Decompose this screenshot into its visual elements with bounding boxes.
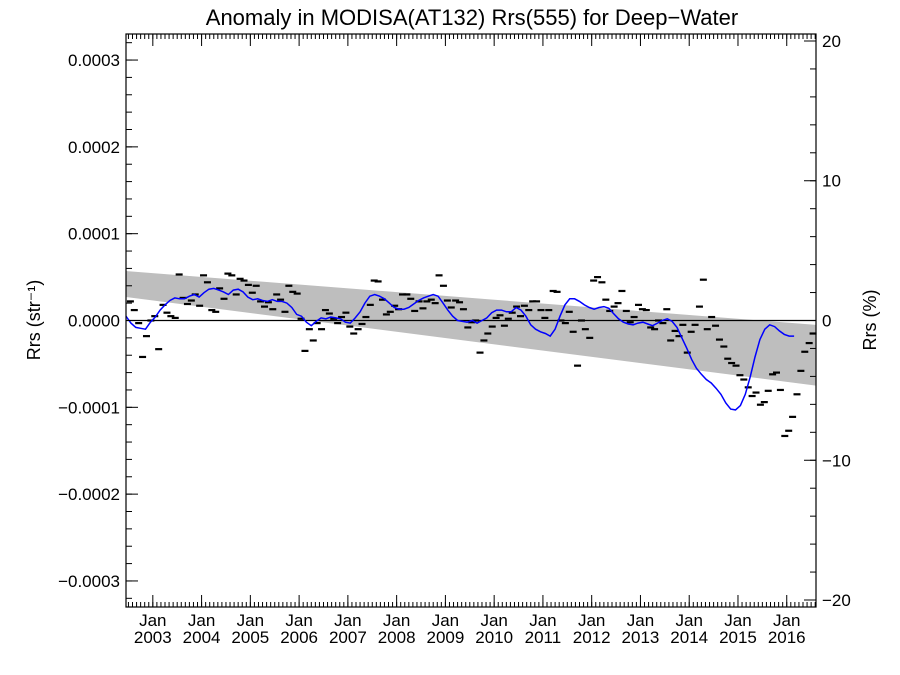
x-tick-month-label: Jan bbox=[139, 611, 166, 630]
right-y-axis: 20 10 0 −10 −20 bbox=[804, 32, 851, 610]
x-tick-year-label: 2008 bbox=[378, 628, 416, 647]
left-y-axis: 0.0003 0.0002 0.0001 0.0000 −0.0001 −0.0002 −0… bbox=[58, 42, 138, 599]
x-tick-year-label: 2015 bbox=[719, 628, 757, 647]
y-tick-label: −0.0003 bbox=[58, 572, 120, 591]
y-tick-label: 0.0003 bbox=[68, 51, 120, 70]
x-tick-month-label: Jan bbox=[334, 611, 361, 630]
y-right-tick-label: 0 bbox=[822, 312, 831, 331]
y-tick-label: 0.0000 bbox=[68, 312, 120, 331]
x-tick-month-label: Jan bbox=[724, 611, 751, 630]
x-tick-month-label: Jan bbox=[237, 611, 264, 630]
x-tick-month-label: Jan bbox=[773, 611, 800, 630]
x-tick-month-label: Jan bbox=[627, 611, 654, 630]
x-tick-year-label: 2005 bbox=[231, 628, 269, 647]
y-right-tick-label: 20 bbox=[822, 32, 841, 51]
x-tick-month-label: Jan bbox=[529, 611, 556, 630]
y-right-tick-label: 10 bbox=[822, 172, 841, 191]
x-tick-month-label: Jan bbox=[383, 611, 410, 630]
y-axis-label-left: Rrs (str⁻¹) bbox=[24, 280, 44, 360]
x-tick-month-label: Jan bbox=[578, 611, 605, 630]
x-tick-year-label: 2009 bbox=[426, 628, 464, 647]
x-tick-year-label: 2010 bbox=[475, 628, 513, 647]
x-tick-year-label: 2014 bbox=[670, 628, 708, 647]
chart-title: Anomaly in MODISA(AT132) Rrs(555) for De… bbox=[206, 5, 738, 30]
x-tick-month-label: Jan bbox=[676, 611, 703, 630]
smoothed-line bbox=[125, 287, 795, 411]
y-tick-label: 0.0001 bbox=[68, 225, 120, 244]
y-right-tick-label: −20 bbox=[822, 591, 851, 610]
x-tick-year-label: 2016 bbox=[768, 628, 806, 647]
x-tick-year-label: 2004 bbox=[183, 628, 221, 647]
x-tick-year-label: 2013 bbox=[622, 628, 660, 647]
y-right-tick-label: −10 bbox=[822, 451, 851, 470]
y-tick-label: −0.0002 bbox=[58, 485, 120, 504]
x-tick-year-label: 2011 bbox=[525, 628, 562, 647]
x-tick-year-label: 2012 bbox=[573, 628, 611, 647]
x-tick-year-label: 2003 bbox=[134, 628, 172, 647]
x-tick-year-label: 2007 bbox=[329, 628, 367, 647]
y-tick-label: −0.0001 bbox=[58, 398, 120, 417]
plot-area bbox=[125, 33, 817, 608]
x-tick-month-label: Jan bbox=[285, 611, 312, 630]
x-tick-month-label: Jan bbox=[188, 611, 215, 630]
x-tick-year-label: 2006 bbox=[280, 628, 318, 647]
x-tick-month-label: Jan bbox=[432, 611, 459, 630]
x-axis: Jan2003Jan2004Jan2005Jan2006Jan2007Jan20… bbox=[127, 34, 816, 647]
y-tick-label: 0.0002 bbox=[68, 138, 120, 157]
y-axis-label-right: Rrs (%) bbox=[860, 290, 880, 351]
x-tick-month-label: Jan bbox=[480, 611, 507, 630]
